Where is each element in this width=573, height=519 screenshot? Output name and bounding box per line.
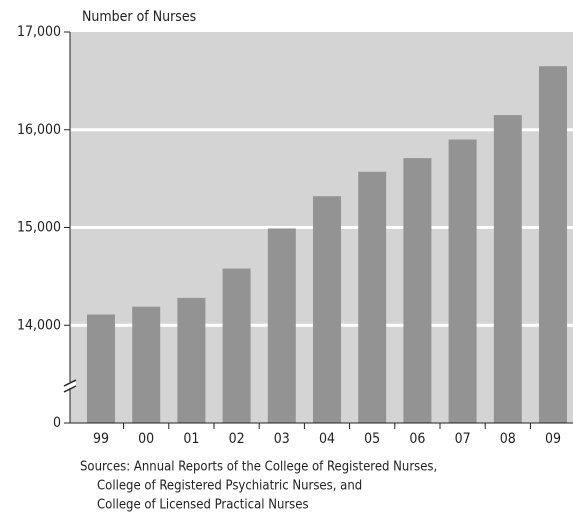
y-tick-label: 17,000 <box>17 24 61 40</box>
x-tick-label: 09 <box>545 431 561 447</box>
y-tick-label: 0 <box>53 415 61 431</box>
bar <box>87 314 115 423</box>
y-tick-label: 14,000 <box>17 317 61 333</box>
x-tick-label: 08 <box>500 431 516 447</box>
axis-break <box>63 385 77 393</box>
x-tick-label: 07 <box>455 431 471 447</box>
bar <box>177 297 206 423</box>
bar <box>358 171 387 423</box>
x-tick-label: 05 <box>364 431 380 447</box>
x-tick-label: 06 <box>409 431 425 447</box>
bar <box>267 228 296 423</box>
source-line: College of Licensed Practical Nurses <box>97 498 309 513</box>
y-tick-label: 16,000 <box>17 122 61 138</box>
y-axis-title: Number of Nurses <box>82 9 196 25</box>
bar <box>493 115 522 424</box>
bar <box>132 306 161 423</box>
y-tick-label: 15,000 <box>17 220 61 236</box>
axis-break-gap <box>64 382 76 388</box>
bar <box>448 139 477 423</box>
bar <box>313 196 341 423</box>
source-line: Sources: Annual Reports of the College o… <box>80 460 437 475</box>
x-tick-label: 00 <box>138 431 154 447</box>
x-tick-label: 01 <box>183 431 199 447</box>
x-tick-label: 02 <box>229 431 245 447</box>
x-tick-label: 03 <box>274 431 290 447</box>
source-line: College of Registered Psychiatric Nurses… <box>97 479 362 494</box>
bar <box>539 66 567 424</box>
axis-break <box>63 379 77 387</box>
bar <box>403 158 432 423</box>
bar <box>222 268 251 423</box>
x-tick-label: 04 <box>319 431 335 447</box>
x-tick-label: 99 <box>93 431 109 447</box>
